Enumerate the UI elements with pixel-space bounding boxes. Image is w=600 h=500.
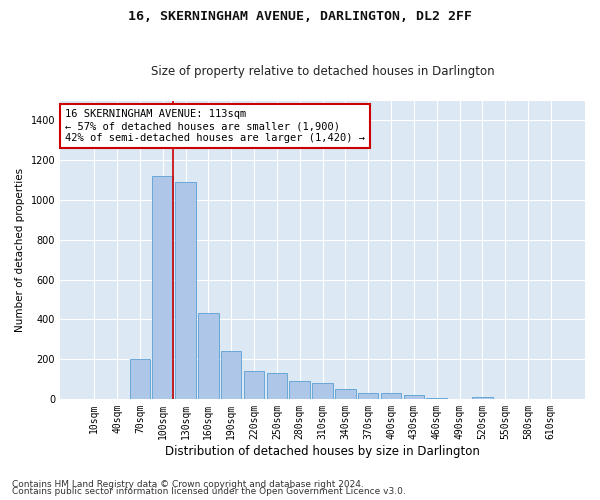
Bar xyxy=(266,373,287,399)
Bar xyxy=(427,398,447,399)
Text: Contains public sector information licensed under the Open Government Licence v3: Contains public sector information licen… xyxy=(12,487,406,496)
Bar xyxy=(152,176,173,399)
Bar xyxy=(130,359,150,399)
Text: 16, SKERNINGHAM AVENUE, DARLINGTON, DL2 2FF: 16, SKERNINGHAM AVENUE, DARLINGTON, DL2 … xyxy=(128,10,472,23)
Text: 16 SKERNINGHAM AVENUE: 113sqm
← 57% of detached houses are smaller (1,900)
42% o: 16 SKERNINGHAM AVENUE: 113sqm ← 57% of d… xyxy=(65,110,365,142)
Bar xyxy=(358,393,379,399)
X-axis label: Distribution of detached houses by size in Darlington: Distribution of detached houses by size … xyxy=(165,444,480,458)
Bar xyxy=(289,381,310,399)
Bar xyxy=(381,393,401,399)
Bar xyxy=(221,351,241,399)
Bar xyxy=(175,182,196,399)
Bar xyxy=(312,383,333,399)
Text: Contains HM Land Registry data © Crown copyright and database right 2024.: Contains HM Land Registry data © Crown c… xyxy=(12,480,364,489)
Bar xyxy=(244,371,264,399)
Title: Size of property relative to detached houses in Darlington: Size of property relative to detached ho… xyxy=(151,66,494,78)
Bar xyxy=(404,395,424,399)
Bar xyxy=(335,389,356,399)
Bar xyxy=(472,397,493,399)
Y-axis label: Number of detached properties: Number of detached properties xyxy=(15,168,25,332)
Bar xyxy=(198,314,218,399)
